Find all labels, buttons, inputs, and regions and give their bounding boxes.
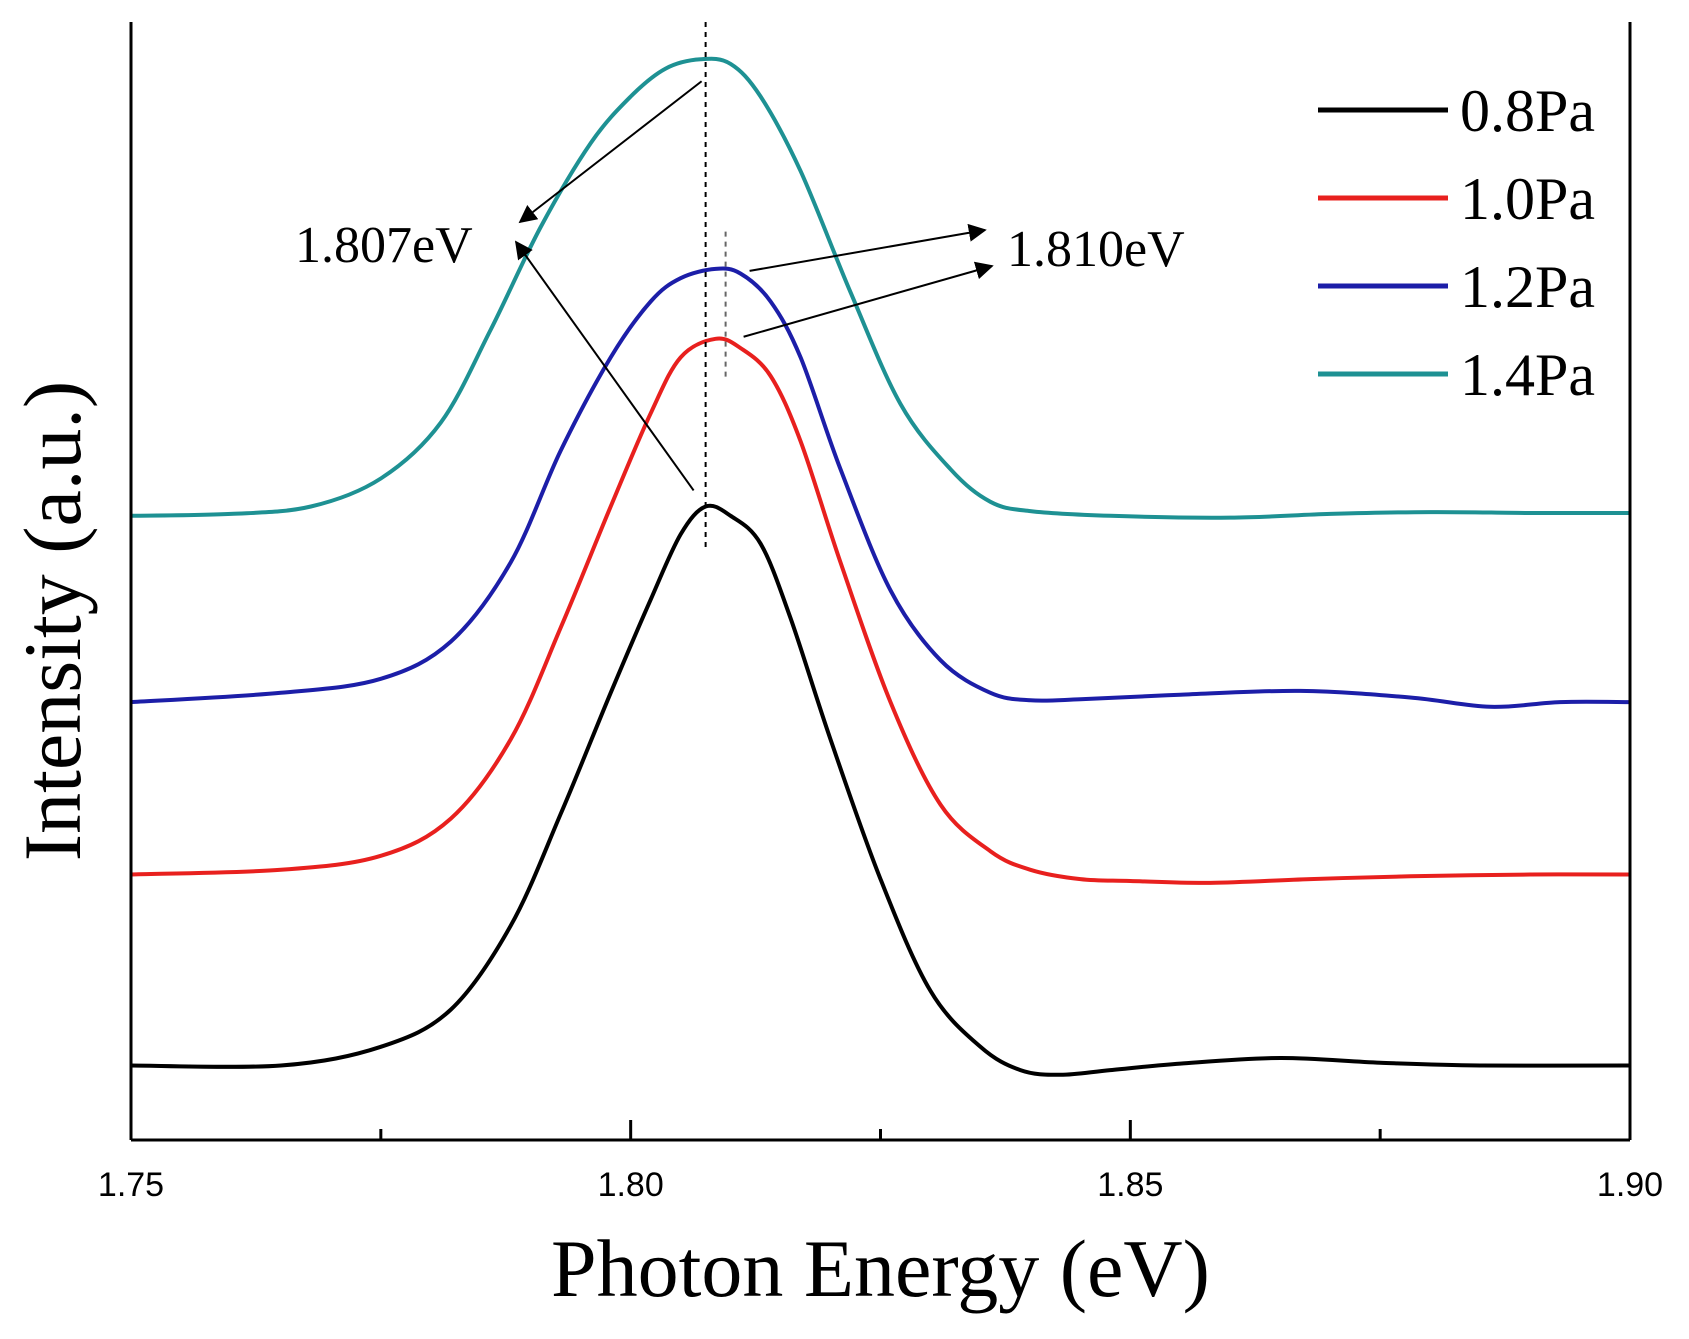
plot-frame: 1.75 1.80 1.85 1.90 Photon Energy (eV) Intens… [7, 22, 1663, 1314]
arrow-1810-from-1-2pa [749, 223, 987, 272]
arrow-1807-from-0-8pa [514, 240, 695, 492]
peak-reference-lines [704, 22, 727, 549]
series-layer [130, 56, 1631, 1077]
legend: 0.8Pa 1.0Pa 1.2Pa 1.4Pa [1318, 78, 1595, 408]
peak-label-1807ev: 1.807eV [295, 217, 473, 274]
x-tick-label: 1.85 [1097, 1166, 1163, 1204]
legend-label: 0.8Pa [1460, 78, 1595, 144]
x-tick-label: 1.75 [98, 1166, 164, 1204]
arrow-1810-from-1-0pa [743, 261, 994, 338]
y-axis-title: Intensity (a.u.) [7, 381, 98, 861]
series-line-1-4pa [130, 56, 1631, 520]
legend-label: 1.2Pa [1460, 254, 1595, 320]
x-tick-label: 1.90 [1597, 1166, 1663, 1204]
legend-label: 1.0Pa [1460, 166, 1595, 232]
series-line-1-0pa [130, 336, 1631, 885]
x-tick-label: 1.80 [598, 1166, 664, 1204]
peak-label-1810ev: 1.810eV [1007, 221, 1185, 278]
series-line-1-2pa [130, 266, 1631, 709]
legend-label: 1.4Pa [1460, 342, 1595, 408]
annotation-layer: 1.807eV 1.810eV [295, 80, 1185, 492]
arrow-1807-from-1-4pa [518, 80, 703, 224]
x-axis-title: Photon Energy (eV) [551, 1223, 1210, 1314]
series-line-0-8pa [130, 503, 1631, 1077]
